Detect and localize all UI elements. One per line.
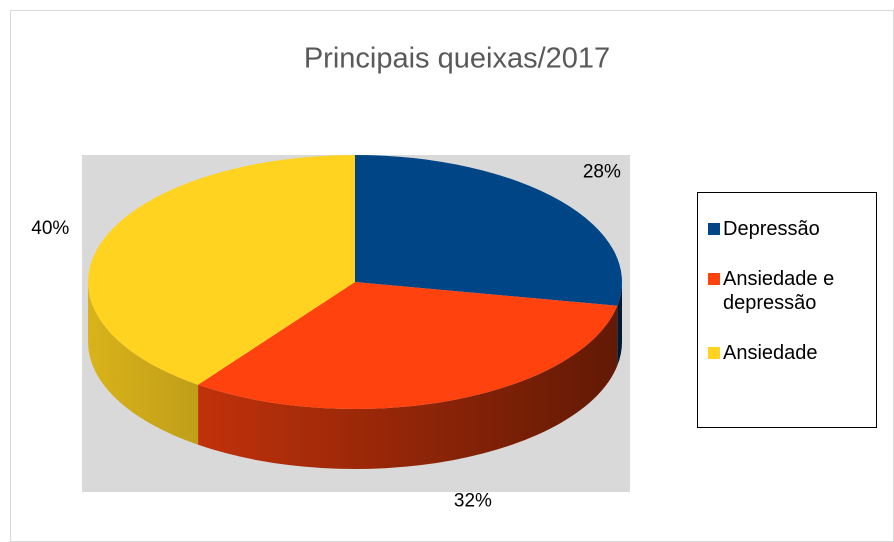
slice (88, 155, 355, 385)
legend-label: Ansiedade (723, 342, 818, 364)
legend-item: Ansiedade (708, 341, 868, 365)
slice-side (88, 282, 199, 445)
slice-side (198, 305, 618, 470)
legend-label: Ansiedade e depressão (723, 268, 835, 314)
legend-item: Depressão (708, 217, 868, 241)
data-label: 32% (454, 490, 492, 511)
slice (355, 155, 622, 306)
slice-side (617, 282, 622, 366)
legend-swatch (708, 347, 720, 359)
legend-swatch (708, 223, 720, 235)
legend-swatch (708, 273, 720, 285)
legend-label: Depressão (723, 218, 820, 240)
legend-item: Ansiedade e depressão (708, 267, 868, 315)
legend: Depressão Ansiedade e depressão Ansiedade (697, 192, 877, 428)
slice (198, 282, 618, 409)
data-label: 28% (583, 162, 621, 183)
chart-title: Principais queixas/2017 (304, 43, 610, 75)
data-label: 40% (31, 218, 69, 239)
